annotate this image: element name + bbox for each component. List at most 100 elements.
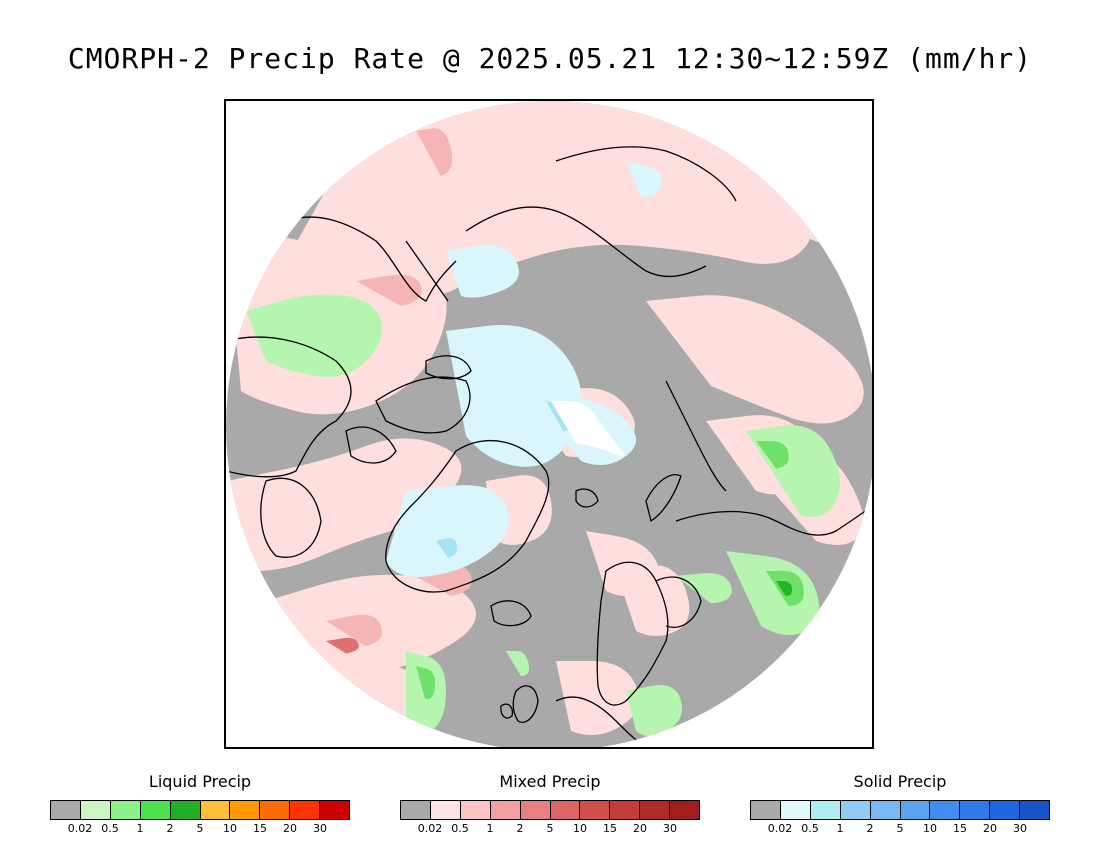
legend-swatch [430, 801, 461, 819]
legend-ticks: 0.02 0.5 1 2 5 10 15 20 30 [50, 822, 350, 836]
solid-precip-area [626, 161, 662, 198]
liquid-precip-area [676, 573, 732, 604]
legend-tick-label: 0.02 [67, 822, 93, 835]
solid-precip-area [446, 245, 519, 298]
solid-precip-mid [436, 538, 458, 558]
date-line [405, 240, 449, 302]
legend-swatch [810, 801, 841, 819]
legend-tick-label: 0.02 [767, 822, 793, 835]
mixed-precip-area [386, 148, 539, 221]
iceland-coastline [490, 600, 532, 627]
legend-swatch [51, 801, 81, 819]
legend-tick-label: 5 [896, 822, 904, 835]
svalbard-coastline [575, 488, 599, 508]
novaya-zemlya-coastline [645, 474, 682, 523]
solid-precip-legend: Solid Precip 0.02 0.5 1 2 5 10 15 20 30 [750, 770, 1050, 840]
legend-swatch [640, 801, 671, 819]
solid-precip-area [386, 485, 509, 577]
legend-swatch [170, 801, 201, 819]
legend-swatch [900, 801, 931, 819]
legend-swatch [490, 801, 521, 819]
legend-swatch [930, 801, 961, 819]
legend-title: Liquid Precip [148, 772, 252, 791]
color-bar [400, 800, 700, 820]
siberia-coastline [555, 146, 737, 202]
legend-swatch [780, 801, 811, 819]
canadian-archipelago-coastline [425, 355, 472, 380]
liquid-precip-mid [416, 666, 436, 699]
mixed-precip-legend: Mixed Precip 0.02 0.5 1 2 5 10 15 20 30 [400, 770, 700, 840]
legend-tick-label: 2 [866, 822, 874, 835]
polar-precip-map [224, 99, 874, 749]
map-title: CMORPH-2 Precip Rate @ 2025.05.21 12:30~… [67, 42, 1033, 75]
legend-tick-label: 0.5 [451, 822, 469, 835]
legend-swatch [460, 801, 491, 819]
legend-tick-label: 30 [1013, 822, 1027, 835]
legend-tick-label: 20 [283, 822, 297, 835]
mixed-precip-heavy [326, 614, 382, 646]
mixed-precip-heavy [356, 274, 422, 306]
legend-swatch [670, 801, 700, 819]
liquid-precip-area [726, 551, 820, 635]
legend-title: Mixed Precip [499, 772, 601, 791]
map-canvas [226, 101, 872, 747]
legend-tick-label: 1 [486, 822, 494, 835]
russia-coastline [665, 380, 727, 492]
legend-tick-label: 0.5 [101, 822, 119, 835]
siberia-coastline [465, 206, 707, 278]
north-america-coastline [226, 336, 352, 478]
greenland-coastline [385, 439, 550, 593]
legend-tick-label: 1 [836, 822, 844, 835]
legend-tick-label: 0.5 [801, 822, 819, 835]
liquid-precip-heavy [776, 581, 793, 596]
legend-swatch [550, 801, 581, 819]
legend-tick-label: 15 [953, 822, 967, 835]
legend-tick-label: 15 [253, 822, 267, 835]
canadian-archipelago-coastline [345, 426, 397, 464]
legend-ticks: 0.02 0.5 1 2 5 10 15 20 30 [750, 822, 1050, 836]
russia-coastline [675, 505, 872, 536]
legend-swatch [990, 801, 1021, 819]
legend-tick-label: 20 [633, 822, 647, 835]
canadian-archipelago-coastline [375, 376, 471, 434]
finland-coastline [655, 576, 702, 628]
mixed-precip-area [286, 101, 811, 298]
legend-swatch [200, 801, 231, 819]
legend-tick-label: 30 [663, 822, 677, 835]
legend-tick-label: 2 [516, 822, 524, 835]
legend-swatch [580, 801, 611, 819]
mixed-precip-area [646, 295, 864, 424]
legend-swatch [751, 801, 781, 819]
legend-tick-label: 2 [166, 822, 174, 835]
alaska-coastline [285, 216, 457, 302]
british-isles-coastline [512, 685, 539, 723]
legend-tick-label: 10 [923, 822, 937, 835]
legend-swatch [1020, 801, 1050, 819]
hudson-bay-coastline [260, 477, 322, 558]
mixed-precip-area [226, 438, 462, 571]
no-data-pole [551, 401, 624, 456]
legend-swatch [840, 801, 871, 819]
liquid-precip-area [506, 651, 529, 676]
mixed-precip-heavy [326, 637, 359, 654]
legend-swatch [960, 801, 991, 819]
scandinavia-coastline [596, 561, 669, 706]
legend-tick-label: 20 [983, 822, 997, 835]
liquid-precip-area [626, 685, 682, 736]
mixed-precip-heavy [416, 128, 453, 176]
legend-swatch [870, 801, 901, 819]
legend-tick-label: 30 [313, 822, 327, 835]
legend-tick-label: 5 [196, 822, 204, 835]
legend-title: Solid Precip [853, 772, 947, 791]
legend-swatch [610, 801, 641, 819]
color-bar [50, 800, 350, 820]
legend-swatch [520, 801, 551, 819]
legend-tick-label: 5 [546, 822, 554, 835]
solid-precip-area [446, 325, 582, 467]
british-isles-coastline [500, 703, 514, 719]
legend-ticks: 0.02 0.5 1 2 5 10 15 20 30 [400, 822, 700, 836]
mixed-precip-area [556, 661, 639, 735]
legend-swatch [320, 801, 350, 819]
legend-swatch [140, 801, 171, 819]
legend-tick-label: 10 [573, 822, 587, 835]
